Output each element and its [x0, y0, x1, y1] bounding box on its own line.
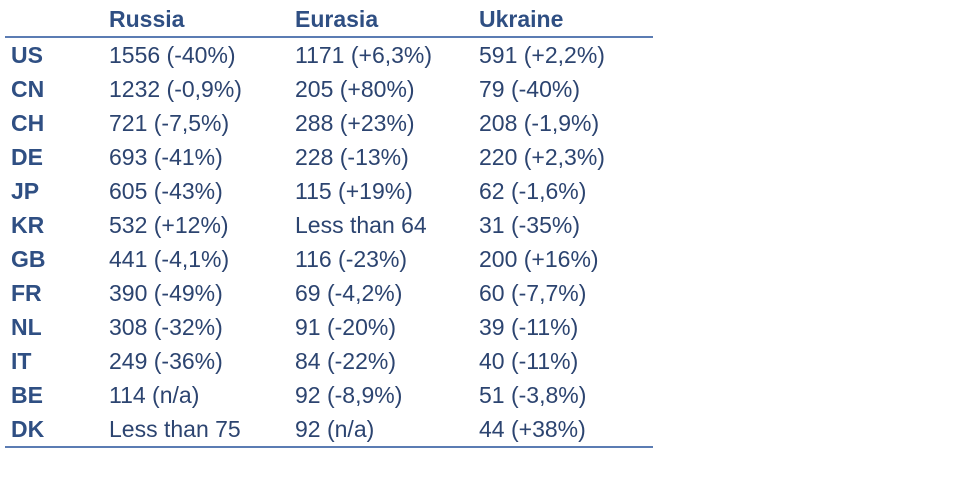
row-header-cell: US: [11, 42, 43, 68]
table-row: US 1556 (-40%) 1171 (+6,3%) 591 (+2,2%): [5, 37, 653, 72]
table-row: JP 605 (-43%) 115 (+19%) 62 (-1,6%): [5, 174, 653, 208]
row-header-cell: DK: [5, 412, 103, 448]
cell-eurasia: 228 (-13%): [295, 144, 409, 170]
cell-eurasia: 288 (+23%): [295, 110, 415, 136]
row-header-cell: CN: [11, 76, 45, 102]
cell-ukraine: 51 (-3,8%): [479, 382, 587, 408]
table-body: US 1556 (-40%) 1171 (+6,3%) 591 (+2,2%) …: [5, 37, 653, 448]
cell-russia: 1232 (-0,9%): [109, 76, 242, 102]
cell-russia: 1556 (-40%): [109, 42, 236, 68]
data-table: Russia Eurasia Ukraine US 1556 (-40%) 11…: [5, 3, 653, 448]
cell-ukraine: 220 (+2,3%): [479, 144, 605, 170]
header-cell-eurasia: Eurasia: [289, 3, 473, 38]
cell-ukraine: 44 (+38%): [473, 412, 653, 448]
cell-russia: 114 (n/a): [109, 382, 200, 408]
row-header-cell: NL: [11, 314, 42, 340]
table-row: KR 532 (+12%) Less than 64 31 (-35%): [5, 208, 653, 242]
cell-russia: 605 (-43%): [109, 178, 223, 204]
table-header: Russia Eurasia Ukraine: [5, 3, 653, 38]
cell-ukraine: 200 (+16%): [479, 246, 599, 272]
cell-ukraine: 62 (-1,6%): [479, 178, 587, 204]
cell-ukraine: 208 (-1,9%): [479, 110, 600, 136]
header-cell-corner: [5, 3, 103, 38]
table-row: FR 390 (-49%) 69 (-4,2%) 60 (-7,7%): [5, 276, 653, 310]
table-row: DK Less than 75 92 (n/a) 44 (+38%): [5, 412, 653, 448]
cell-ukraine: 31 (-35%): [479, 212, 580, 238]
table-row: CH 721 (-7,5%) 288 (+23%) 208 (-1,9%): [5, 106, 653, 140]
cell-eurasia: 1171 (+6,3%): [295, 42, 433, 68]
cell-eurasia: Less than 64: [295, 212, 427, 238]
table-row: BE 114 (n/a) 92 (-8,9%) 51 (-3,8%): [5, 378, 653, 412]
row-header-cell: IT: [11, 348, 32, 374]
cell-eurasia: 84 (-22%): [295, 348, 396, 374]
row-header-cell: BE: [11, 382, 43, 408]
row-header-cell: DE: [11, 144, 43, 170]
cell-ukraine: 39 (-11%): [479, 314, 579, 340]
cell-eurasia: 205 (+80%): [295, 76, 415, 102]
table-row: NL 308 (-32%) 91 (-20%) 39 (-11%): [5, 310, 653, 344]
cell-russia: 308 (-32%): [109, 314, 223, 340]
cell-russia: Less than 75: [103, 412, 289, 448]
cell-eurasia: 91 (-20%): [295, 314, 396, 340]
cell-russia: 390 (-49%): [109, 280, 223, 306]
cell-russia: 441 (-4,1%): [109, 246, 230, 272]
cell-russia: 693 (-41%): [109, 144, 223, 170]
cell-eurasia: 69 (-4,2%): [295, 280, 403, 306]
cell-eurasia: 92 (-8,9%): [295, 382, 403, 408]
cell-ukraine: 40 (-11%): [479, 348, 579, 374]
table-row: GB 441 (-4,1%) 116 (-23%) 200 (+16%): [5, 242, 653, 276]
table-row: DE 693 (-41%) 228 (-13%) 220 (+2,3%): [5, 140, 653, 174]
header-cell-russia: Russia: [103, 3, 289, 38]
header-cell-ukraine: Ukraine: [473, 3, 653, 38]
cell-ukraine: 591 (+2,2%): [479, 42, 605, 68]
table-row: CN 1232 (-0,9%) 205 (+80%) 79 (-40%): [5, 72, 653, 106]
row-header-cell: KR: [11, 212, 45, 238]
cell-eurasia: 115 (+19%): [295, 178, 413, 204]
cell-ukraine: 79 (-40%): [479, 76, 580, 102]
row-header-cell: FR: [11, 280, 42, 306]
row-header-cell: GB: [11, 246, 46, 272]
row-header-cell: CH: [11, 110, 45, 136]
cell-russia: 532 (+12%): [109, 212, 229, 238]
table-row: IT 249 (-36%) 84 (-22%) 40 (-11%): [5, 344, 653, 378]
data-table-container: Russia Eurasia Ukraine US 1556 (-40%) 11…: [5, 3, 653, 448]
cell-eurasia: 92 (n/a): [289, 412, 473, 448]
cell-ukraine: 60 (-7,7%): [479, 280, 587, 306]
cell-russia: 249 (-36%): [109, 348, 223, 374]
header-row: Russia Eurasia Ukraine: [5, 3, 653, 38]
row-header-cell: JP: [11, 178, 40, 204]
cell-russia: 721 (-7,5%): [109, 110, 230, 136]
cell-eurasia: 116 (-23%): [295, 246, 408, 272]
